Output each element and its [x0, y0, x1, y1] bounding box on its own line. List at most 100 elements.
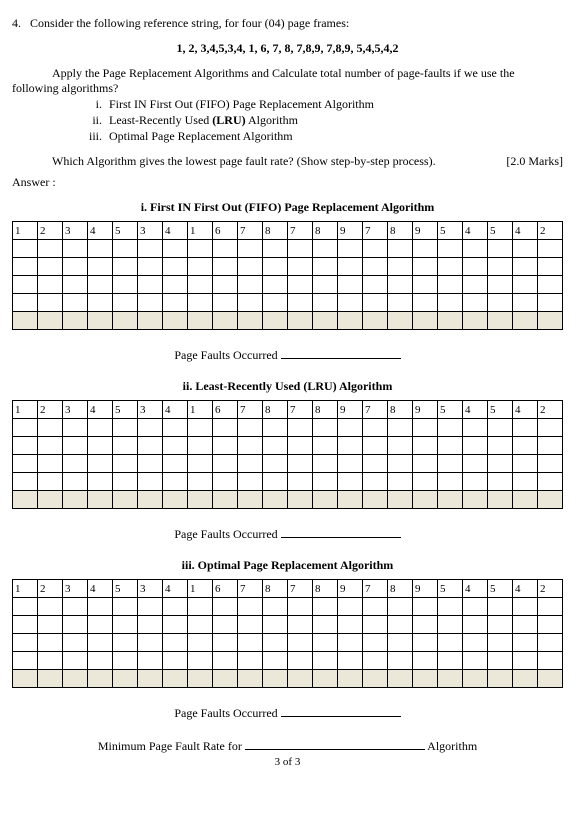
grid-cell[interactable]	[263, 258, 288, 276]
grid-cell[interactable]	[113, 258, 138, 276]
grid-cell[interactable]	[388, 616, 413, 634]
grid-cell[interactable]	[188, 437, 213, 455]
grid-cell[interactable]	[338, 258, 363, 276]
grid-cell[interactable]	[238, 634, 263, 652]
grid-cell[interactable]	[38, 634, 63, 652]
grid-cell[interactable]	[288, 437, 313, 455]
grid-cell[interactable]	[488, 419, 513, 437]
grid-cell[interactable]	[213, 258, 238, 276]
grid-cell[interactable]	[63, 473, 88, 491]
grid-cell[interactable]	[438, 419, 463, 437]
grid-cell[interactable]	[88, 240, 113, 258]
grid-cell[interactable]	[38, 276, 63, 294]
grid-cell[interactable]	[513, 652, 538, 670]
grid-cell[interactable]	[163, 294, 188, 312]
grid-cell[interactable]	[538, 598, 563, 616]
grid-shaded-cell[interactable]	[263, 312, 288, 330]
grid-cell[interactable]	[138, 240, 163, 258]
grid-cell[interactable]	[438, 240, 463, 258]
grid-cell[interactable]	[313, 240, 338, 258]
grid-shaded-cell[interactable]	[363, 670, 388, 688]
grid-cell[interactable]	[138, 473, 163, 491]
grid-shaded-cell[interactable]	[438, 670, 463, 688]
grid-cell[interactable]	[413, 240, 438, 258]
grid-cell[interactable]	[288, 616, 313, 634]
grid-cell[interactable]	[188, 258, 213, 276]
grid-cell[interactable]	[113, 473, 138, 491]
grid-cell[interactable]	[313, 419, 338, 437]
grid-shaded-cell[interactable]	[63, 670, 88, 688]
grid-cell[interactable]	[263, 276, 288, 294]
grid-cell[interactable]	[13, 652, 38, 670]
pf-blank[interactable]	[281, 707, 401, 717]
grid-cell[interactable]	[488, 598, 513, 616]
grid-shaded-cell[interactable]	[13, 491, 38, 509]
grid-cell[interactable]	[413, 276, 438, 294]
grid-cell[interactable]	[463, 652, 488, 670]
grid-cell[interactable]	[263, 616, 288, 634]
grid-cell[interactable]	[63, 634, 88, 652]
grid-cell[interactable]	[88, 616, 113, 634]
grid-cell[interactable]	[488, 258, 513, 276]
grid-cell[interactable]	[513, 634, 538, 652]
grid-cell[interactable]	[413, 616, 438, 634]
grid-shaded-cell[interactable]	[538, 670, 563, 688]
grid-cell[interactable]	[138, 437, 163, 455]
grid-cell[interactable]	[238, 473, 263, 491]
grid-cell[interactable]	[338, 455, 363, 473]
grid-cell[interactable]	[438, 276, 463, 294]
grid-cell[interactable]	[513, 437, 538, 455]
grid-cell[interactable]	[488, 616, 513, 634]
grid-cell[interactable]	[238, 419, 263, 437]
grid-cell[interactable]	[363, 276, 388, 294]
grid-cell[interactable]	[263, 473, 288, 491]
grid-cell[interactable]	[388, 652, 413, 670]
grid-shaded-cell[interactable]	[163, 491, 188, 509]
grid-cell[interactable]	[363, 652, 388, 670]
grid-shaded-cell[interactable]	[488, 491, 513, 509]
grid-cell[interactable]	[138, 616, 163, 634]
grid-shaded-cell[interactable]	[113, 312, 138, 330]
grid-cell[interactable]	[288, 473, 313, 491]
grid-shaded-cell[interactable]	[363, 312, 388, 330]
grid-shaded-cell[interactable]	[238, 670, 263, 688]
grid-cell[interactable]	[263, 419, 288, 437]
grid-cell[interactable]	[363, 598, 388, 616]
grid-shaded-cell[interactable]	[188, 491, 213, 509]
grid-cell[interactable]	[413, 437, 438, 455]
grid-cell[interactable]	[188, 419, 213, 437]
grid-cell[interactable]	[63, 294, 88, 312]
grid-cell[interactable]	[413, 598, 438, 616]
grid-cell[interactable]	[213, 240, 238, 258]
grid-cell[interactable]	[538, 258, 563, 276]
grid-cell[interactable]	[238, 240, 263, 258]
grid-shaded-cell[interactable]	[413, 491, 438, 509]
pf-blank[interactable]	[281, 528, 401, 538]
grid-cell[interactable]	[88, 652, 113, 670]
grid-shaded-cell[interactable]	[513, 491, 538, 509]
grid-cell[interactable]	[438, 473, 463, 491]
grid-cell[interactable]	[288, 258, 313, 276]
grid-cell[interactable]	[238, 437, 263, 455]
grid-shaded-cell[interactable]	[538, 312, 563, 330]
grid-cell[interactable]	[188, 652, 213, 670]
grid-cell[interactable]	[38, 598, 63, 616]
grid-shaded-cell[interactable]	[463, 670, 488, 688]
grid-cell[interactable]	[438, 258, 463, 276]
grid-shaded-cell[interactable]	[163, 670, 188, 688]
grid-cell[interactable]	[238, 616, 263, 634]
grid-cell[interactable]	[263, 240, 288, 258]
grid-cell[interactable]	[188, 276, 213, 294]
grid-cell[interactable]	[488, 473, 513, 491]
grid-cell[interactable]	[388, 598, 413, 616]
grid-cell[interactable]	[88, 276, 113, 294]
grid-cell[interactable]	[363, 437, 388, 455]
grid-cell[interactable]	[463, 634, 488, 652]
grid-cell[interactable]	[388, 294, 413, 312]
grid-cell[interactable]	[513, 240, 538, 258]
grid-cell[interactable]	[338, 652, 363, 670]
grid-cell[interactable]	[238, 455, 263, 473]
grid-shaded-cell[interactable]	[513, 670, 538, 688]
grid-cell[interactable]	[313, 455, 338, 473]
grid-cell[interactable]	[288, 294, 313, 312]
